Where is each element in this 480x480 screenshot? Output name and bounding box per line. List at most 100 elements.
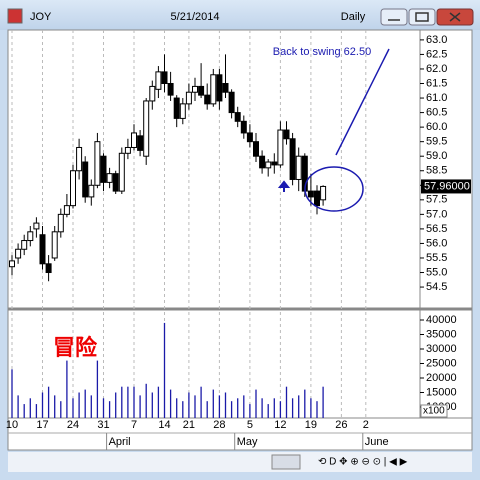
window-date: 5/21/2014 [171,11,220,23]
y-tick-label: 60.5 [426,106,447,118]
candle-body [167,83,174,96]
y-tick-label: 30000 [426,343,457,355]
candle-body [112,173,119,192]
candle-body [320,185,327,201]
x-tick-label: 24 [67,419,79,431]
candle-body [82,161,89,198]
candle-body [192,85,198,93]
candle-body [314,190,320,207]
y-tick-label: 56.0 [426,237,447,249]
x-tick-label: 31 [97,419,109,431]
candle-body [259,155,266,169]
candle-body [210,74,217,105]
last-price-label: 57.96000 [424,180,470,192]
annotation-line [335,48,390,156]
candle-body [39,234,46,265]
candle-body [283,129,290,140]
candle-body [45,263,52,274]
title-bar [0,0,480,30]
last-price-box [421,179,471,194]
candle-body [124,146,131,154]
candle-body [131,132,137,148]
y-tick-label: 55.0 [426,266,447,278]
candle-body [289,138,296,180]
x-tick-label: 2 [363,419,369,431]
candle-body [271,161,278,166]
axis-layer: 54.555.055.556.056.557.057.558.058.559.0… [6,34,471,450]
candle-body [51,231,58,259]
toolbar [8,452,472,472]
candle-body [118,152,125,192]
x-tick-label: 26 [335,419,347,431]
x-tick-label: 12 [274,419,286,431]
y-tick-label: 59.0 [426,150,447,162]
candle-body [149,85,156,102]
candle-body [216,74,223,102]
candle-body [246,132,253,143]
scroll-thumb[interactable] [271,454,301,470]
y-tick-label: 15000 [426,386,457,398]
plot-layer [9,30,367,418]
candle-body [27,231,34,242]
candle-body [57,213,64,233]
annotation-ellipse [304,166,364,212]
candle-body [94,141,101,186]
annotation-arrow [277,180,291,192]
candle-body [179,103,186,119]
candle-body [70,170,76,207]
y-tick-label: 57.0 [426,208,447,220]
x-tick-label: 21 [183,419,195,431]
candle-body [88,184,95,198]
y-tick-label: 61.0 [426,92,447,104]
candle-body [155,71,162,90]
x-tick-label: 17 [36,419,48,431]
candle-body [228,91,235,114]
y-tick-label: 58.5 [426,165,447,177]
y-tick-label: 59.5 [426,136,447,148]
month-label: May [237,436,258,448]
y-tick-label: 62.0 [426,63,447,75]
chart-area [7,29,473,451]
annotation-stamp: 冒险 [53,335,98,361]
candle-body [253,141,259,157]
candle-body [15,248,22,259]
maximize-button[interactable] [408,8,436,26]
window-interval: Daily [341,11,366,23]
candle-body [240,120,247,134]
y-tick-label: 40000 [426,314,457,326]
candle-body [185,91,192,105]
x-tick-label: 14 [158,419,170,431]
candle-body [173,97,180,119]
candle-body [222,83,229,93]
candle-body [143,100,150,157]
x-tick-label: 28 [213,419,225,431]
unit-box [420,404,448,418]
y-tick-label: 56.5 [426,223,447,235]
minimize-button[interactable] [380,8,408,26]
y-tick-label: 57.5 [426,194,447,206]
x-tick-label: 19 [305,419,317,431]
toolbar-icons[interactable]: ⟲ D ✥ ⊕ ⊖ ⊙ | ◀ ▶ [318,457,408,468]
app-icon [7,8,23,24]
y-tick-label: 55.5 [426,252,447,264]
candle-body [137,135,144,151]
y-tick-label: 35000 [426,328,457,340]
candle-body [307,190,314,198]
month-label: April [109,436,131,448]
y-tick-label: 62.5 [426,48,447,60]
month-label: June [365,436,389,448]
candle-body [33,222,40,230]
x-tick-label: 10 [6,419,18,431]
y-tick-label: 20000 [426,372,457,384]
y-tick-label: 63.0 [426,34,447,46]
y-tick-label: 60.0 [426,121,447,133]
candle-body [277,129,284,166]
candle-body [76,146,83,172]
candle-body [63,205,70,215]
candle-body [198,85,205,96]
x-tick-label: 7 [131,419,137,431]
y-tick-label: 54.5 [426,281,447,293]
candle-body [204,94,211,105]
annotation-text: Back to swing 62.50 [273,46,371,58]
window-button-icons [388,12,461,22]
